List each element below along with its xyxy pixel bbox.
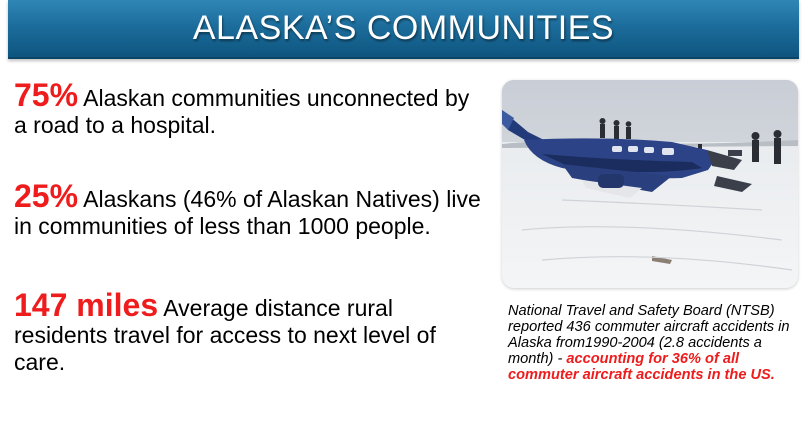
crashed-plane-illustration: [502, 80, 798, 288]
stat-block-hospital-access: 75% Alaskan communities unconnected by a…: [14, 79, 484, 139]
stat-block-travel-distance: 147 miles Average distance rural residen…: [14, 289, 484, 376]
stat-description: Average distance rural residents travel …: [14, 295, 436, 375]
caption-highlight: accounting for 36% of all commuter aircr…: [508, 351, 775, 383]
crashed-plane-photo: [502, 80, 798, 288]
ntsb-caption: National Travel and Safety Board (NTSB) …: [508, 303, 806, 383]
caption-text: National Travel and Safety Board (NTSB) …: [508, 303, 790, 367]
stat-block-small-communities: 25% Alaskans (46% of Alaskan Natives) li…: [14, 180, 484, 240]
slide-title: ALASKA’S COMMUNITIES: [192, 9, 615, 47]
stat-description: Alaskan communities unconnected by a roa…: [14, 85, 470, 138]
stat-value: 25%: [14, 178, 79, 214]
stat-value: 75%: [14, 77, 79, 113]
stat-description: Alaskans (46% of Alaskan Natives) live i…: [14, 186, 481, 239]
title-banner: ALASKA’S COMMUNITIES: [8, 0, 799, 59]
stat-value: 147 miles: [14, 287, 159, 323]
